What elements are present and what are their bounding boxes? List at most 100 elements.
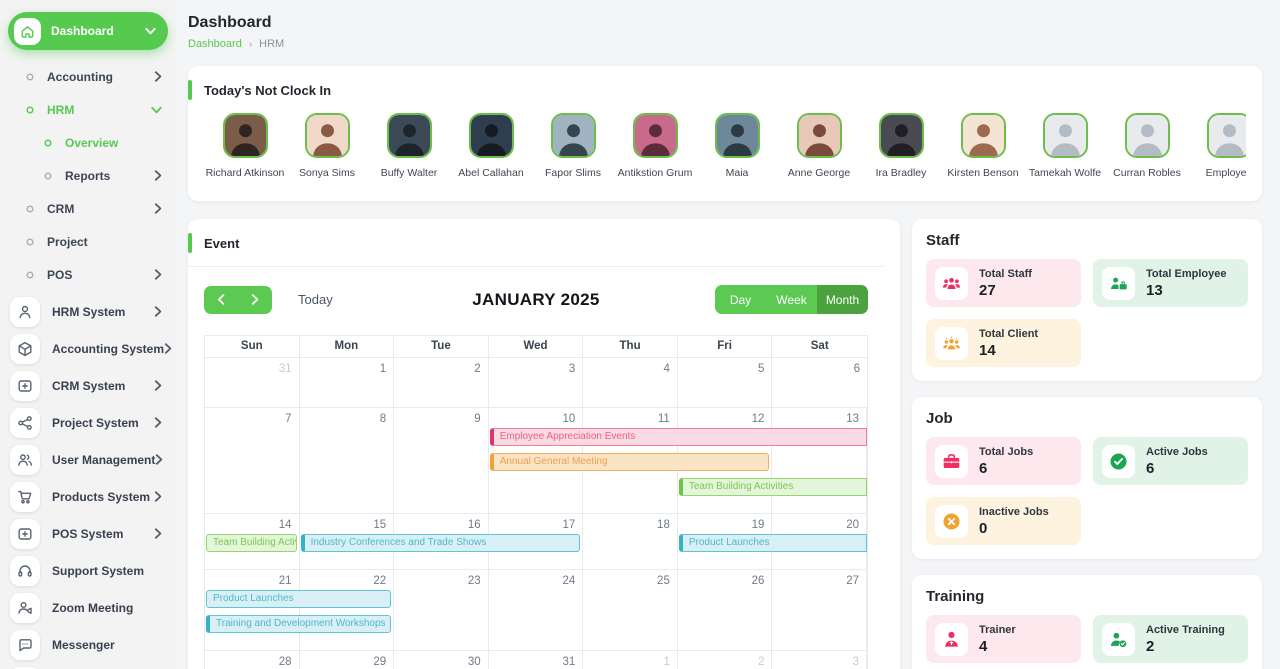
calendar-prev-button[interactable] xyxy=(204,286,238,314)
calendar-day-cell[interactable]: 25 xyxy=(583,570,678,650)
sidebar-item-crm-system[interactable]: CRM System xyxy=(0,367,176,404)
calendar-day-cell[interactable]: 23 xyxy=(394,570,489,650)
calendar-day-cell[interactable]: 3 xyxy=(772,651,867,669)
calendar-day-cell[interactable]: 5 xyxy=(678,358,773,407)
calendar-event-product-launches[interactable]: Product Launches xyxy=(206,590,392,608)
sidebar-item-products-system[interactable]: Products System xyxy=(0,478,176,515)
check-circle-icon xyxy=(1102,444,1135,478)
calendar-day-cell[interactable]: 29 xyxy=(300,651,395,669)
calendar-day-cell[interactable]: 27 xyxy=(772,570,867,650)
calendar-day-cell[interactable]: 14 xyxy=(205,514,300,569)
sidebar-item-accounting[interactable]: Accounting xyxy=(0,60,176,93)
calendar-day-cell[interactable]: 8 xyxy=(300,408,395,513)
sidebar-item-notification-template[interactable]: Notification Template xyxy=(0,663,176,669)
calendar-event-employee-appreciation-events[interactable]: Employee Appreciation Events xyxy=(489,428,867,446)
employee-fapor-slims[interactable]: Fapor Slims xyxy=(532,113,614,179)
employee-kirsten-benson[interactable]: Kirsten Benson xyxy=(942,113,1024,179)
sidebar-item-zoom-meeting[interactable]: Zoom Meeting xyxy=(0,589,176,626)
calendar-day-cell[interactable]: 9 xyxy=(394,408,489,513)
employee-abel-callahan[interactable]: Abel Callahan xyxy=(450,113,532,179)
employee-buffy-walter[interactable]: Buffy Walter xyxy=(368,113,450,179)
employee-maia[interactable]: Maia xyxy=(696,113,778,179)
sidebar-item-project[interactable]: Project xyxy=(0,225,176,258)
sidebar-item-dashboard[interactable]: Dashboard xyxy=(8,12,168,50)
sidebar-item-label: Products System xyxy=(52,489,151,504)
calendar-day-cell[interactable]: 13 xyxy=(772,408,867,513)
calendar-next-button[interactable] xyxy=(238,286,272,314)
today-button[interactable]: Today xyxy=(298,292,333,307)
employee-antikstion-grum[interactable]: Antikstion Grum xyxy=(614,113,696,179)
calendar-day-cell[interactable]: 30 xyxy=(394,651,489,669)
view-week-button[interactable]: Week xyxy=(766,285,817,314)
section-accent xyxy=(188,233,192,253)
stat-inactive-jobs[interactable]: Inactive Jobs 0 xyxy=(926,497,1081,545)
sidebar-item-pos-system[interactable]: POS System xyxy=(0,515,176,552)
stat-active-jobs[interactable]: Active Jobs 6 xyxy=(1093,437,1248,485)
stat-label: Active Jobs xyxy=(1146,445,1208,458)
calendar-day-cell[interactable]: 31 xyxy=(205,358,300,407)
sidebar-subitem-reports[interactable]: Reports xyxy=(0,159,176,192)
cube-icon xyxy=(10,333,40,364)
calendar-day-cell[interactable]: 18 xyxy=(583,514,678,569)
calendar-event-product-launches[interactable]: Product Launches xyxy=(678,534,867,552)
employee-sonya-sims[interactable]: Sonya Sims xyxy=(286,113,368,179)
sidebar-item-hrm-system[interactable]: HRM System xyxy=(0,293,176,330)
calendar-event-team-building-activities[interactable]: Team Building Activities xyxy=(678,478,867,496)
calendar-day-cell[interactable]: 1 xyxy=(583,651,678,669)
chevron-right-icon xyxy=(155,454,163,465)
employee-ira-bradley[interactable]: Ira Bradley xyxy=(860,113,942,179)
calendar-event-industry-conferences-and-trade-shows[interactable]: Industry Conferences and Trade Shows xyxy=(300,534,581,552)
sidebar-item-project-system[interactable]: Project System xyxy=(0,404,176,441)
view-day-button[interactable]: Day xyxy=(715,285,766,314)
breadcrumb-dashboard-link[interactable]: Dashboard xyxy=(188,38,242,50)
stat-active-training[interactable]: Active Training 2 xyxy=(1093,615,1248,663)
calendar-day-cell[interactable]: 22 xyxy=(300,570,395,650)
not-clock-in-title: Today's Not Clock In xyxy=(204,82,332,98)
sidebar-item-crm[interactable]: CRM xyxy=(0,192,176,225)
calendar-day-cell[interactable]: 21 xyxy=(205,570,300,650)
sidebar-item-hrm[interactable]: HRM xyxy=(0,93,176,126)
stat-trainer[interactable]: Trainer 4 xyxy=(926,615,1081,663)
calendar-day-cell[interactable]: 28 xyxy=(205,651,300,669)
day-header-wed: Wed xyxy=(489,336,584,357)
sidebar-item-user-management[interactable]: User Management xyxy=(0,441,176,478)
chevron-right-icon xyxy=(154,203,162,214)
sidebar-item-messenger[interactable]: Messenger xyxy=(0,626,176,663)
stat-total-employee[interactable]: Total Employee 13 xyxy=(1093,259,1248,307)
stat-value: 27 xyxy=(979,281,996,299)
sidebar-item-label: POS System xyxy=(52,526,124,541)
sidebar-item-pos[interactable]: POS xyxy=(0,258,176,291)
calendar-day-cell[interactable]: 26 xyxy=(678,570,773,650)
employee-employee[interactable]: Employee xyxy=(1188,113,1246,179)
view-month-button[interactable]: Month xyxy=(817,285,868,314)
calendar-day-cell[interactable]: 3 xyxy=(489,358,584,407)
calendar-day-cell[interactable]: 4 xyxy=(583,358,678,407)
sidebar-item-label: Project xyxy=(47,234,88,249)
calendar-day-cell[interactable]: 2 xyxy=(394,358,489,407)
calendar-day-cell[interactable]: 31 xyxy=(489,651,584,669)
calendar-day-cell[interactable]: 6 xyxy=(853,363,860,375)
stat-total-staff[interactable]: Total Staff 27 xyxy=(926,259,1081,307)
calendar-event-annual-general-meeting[interactable]: Annual General Meeting xyxy=(489,453,770,471)
sidebar-item-support-system[interactable]: Support System xyxy=(0,552,176,589)
employee-tamekah-wolfe[interactable]: Tamekah Wolfe xyxy=(1024,113,1106,179)
employee-anne-george[interactable]: Anne George xyxy=(778,113,860,179)
sidebar-subitem-overview[interactable]: Overview xyxy=(0,126,176,159)
calendar-day-cell[interactable]: 24 xyxy=(489,570,584,650)
avatar xyxy=(1206,113,1246,158)
calendar-event-team-building-activiti[interactable]: Team Building Activiti xyxy=(206,534,297,552)
calendar-day-cell[interactable]: 1 xyxy=(300,358,395,407)
day-header-mon: Mon xyxy=(300,336,395,357)
stat-total-jobs[interactable]: Total Jobs 6 xyxy=(926,437,1081,485)
calendar-day-cell[interactable]: 7 xyxy=(205,408,300,513)
employee-richard-atkinson[interactable]: Richard Atkinson xyxy=(204,113,286,179)
avatar xyxy=(714,113,760,158)
staff-card: Staff Total Staff 27 Total Employee 13 T… xyxy=(912,219,1262,381)
sidebar-item-accounting-system[interactable]: Accounting System xyxy=(0,330,176,367)
employee-curran-robles[interactable]: Curran Robles xyxy=(1106,113,1188,179)
stat-total-client[interactable]: Total Client 14 xyxy=(926,319,1081,367)
calendar-day-cell[interactable]: 2 xyxy=(678,651,773,669)
calendar-event-training-and-development-workshops[interactable]: Training and Development Workshops xyxy=(206,615,392,633)
calendar-day-cell[interactable]: 17 xyxy=(489,514,584,569)
calendar-day-cell[interactable]: 12 xyxy=(678,408,773,513)
